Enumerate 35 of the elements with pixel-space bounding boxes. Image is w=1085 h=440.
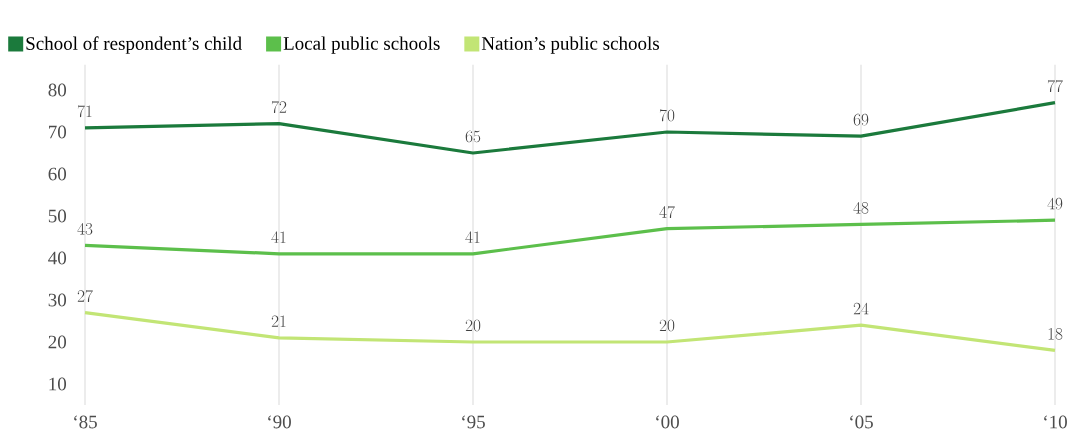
data-label: 24 (853, 302, 869, 315)
legend-label: School of respondent’s child (26, 36, 242, 54)
x-tick-label: ‘10 (1044, 415, 1067, 429)
x-tick-label: ‘00 (656, 415, 679, 429)
data-label: 21 (271, 315, 286, 327)
y-tick-label: 80 (48, 83, 67, 97)
data-label: 47 (659, 205, 675, 218)
data-label: 77 (1047, 79, 1063, 92)
y-tick-label: 50 (48, 209, 67, 223)
data-label: 72 (271, 100, 287, 113)
y-tick-label: 10 (49, 377, 67, 391)
data-label: 71 (77, 105, 92, 118)
data-label: 48 (853, 201, 869, 214)
y-tick-label: 30 (48, 293, 67, 307)
data-label: 18 (1048, 328, 1063, 340)
x-tick-label: ‘05 (850, 415, 873, 429)
y-tick-label: 20 (48, 335, 67, 349)
data-label: 43 (77, 222, 93, 235)
x-tick-label: ‘85 (74, 415, 97, 429)
data-label: 20 (465, 319, 481, 332)
y-tick-label: 70 (49, 125, 67, 139)
y-tick-label: 40 (48, 251, 67, 265)
data-label: 65 (465, 130, 481, 143)
legend-label: Local public schools (283, 36, 440, 54)
x-tick-label: ‘90 (268, 415, 291, 429)
data-label: 49 (1047, 197, 1063, 210)
data-label: 69 (853, 113, 869, 126)
legend-label: Nation’s public schools (481, 36, 660, 54)
data-label: 20 (659, 319, 675, 332)
data-label: 41 (271, 231, 286, 243)
x-tick-label: ‘95 (462, 415, 485, 429)
y-tick-label: 60 (48, 167, 67, 181)
data-label: 70 (659, 109, 675, 122)
data-label: 27 (77, 289, 93, 302)
data-label: 41 (465, 231, 480, 243)
